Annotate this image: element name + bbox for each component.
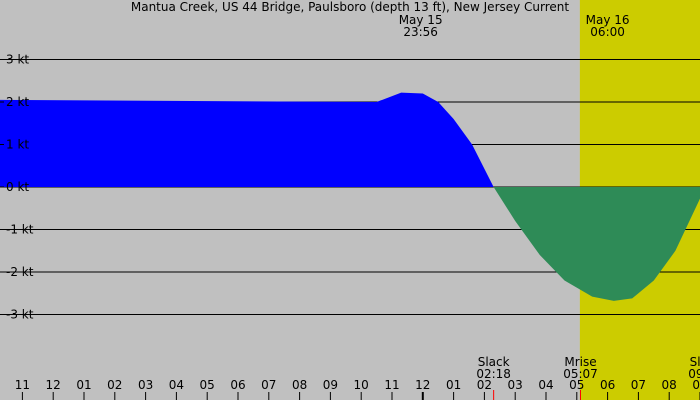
- hour-label: 09: [323, 378, 338, 392]
- top-time-label: 23:56: [403, 25, 438, 39]
- hour-label: 02: [107, 378, 122, 392]
- hour-label: 11: [384, 378, 399, 392]
- event-label: Slack: [690, 355, 700, 369]
- bottom-event-labels: Slack02:18Mrise05:07Slack09:11Slack14:28…: [476, 355, 700, 400]
- y-tick-label: 0 kt: [6, 180, 29, 194]
- y-axis-ticks: 3 kt 2 kt 1 kt 0 kt -1 kt -2 kt -3 kt: [0, 53, 34, 322]
- hour-label: 01: [446, 378, 461, 392]
- event-label: Slack: [478, 355, 510, 369]
- hour-label: 04: [538, 378, 553, 392]
- hour-label: 12: [46, 378, 61, 392]
- top-date-label: May 15: [399, 13, 443, 27]
- chart-title: Mantua Creek, US 44 Bridge, Paulsboro (d…: [131, 0, 570, 14]
- hour-label: 09: [692, 378, 700, 392]
- flood-current-area: [0, 92, 700, 187]
- event-time: 09:11: [688, 367, 700, 381]
- hour-label: 07: [261, 378, 276, 392]
- y-tick-label: -1 kt: [6, 223, 34, 237]
- hour-label: 10: [354, 378, 369, 392]
- hour-label: 05: [200, 378, 215, 392]
- hour-label: 03: [508, 378, 523, 392]
- hour-label: 12: [415, 378, 430, 392]
- hour-label: 06: [230, 378, 245, 392]
- hour-label: 07: [631, 378, 646, 392]
- hour-label: 08: [292, 378, 307, 392]
- y-tick-label: 3 kt: [6, 53, 29, 67]
- event-time: 05:07: [563, 367, 598, 381]
- y-tick-label: -2 kt: [6, 265, 34, 279]
- hour-label: 08: [662, 378, 677, 392]
- hour-label: 01: [76, 378, 91, 392]
- y-tick-label: 1 kt: [6, 138, 29, 152]
- ebb-current-area: [0, 187, 700, 301]
- hour-label: 06: [600, 378, 615, 392]
- y-tick-label: -3 kt: [6, 308, 34, 322]
- hour-label: 05: [569, 378, 584, 392]
- top-date-label: May 16: [586, 13, 630, 27]
- event-time: 02:18: [476, 367, 511, 381]
- hour-label: 04: [169, 378, 184, 392]
- top-time-label: 06:00: [590, 25, 625, 39]
- hour-label: 03: [138, 378, 153, 392]
- hour-axis-labels: 11 12 01 02 03 04 05 06 07 08 09 10 11 12 01 02 03 04 05 06…: [15, 378, 700, 400]
- hour-label: 11: [15, 378, 30, 392]
- hour-label: 02: [477, 378, 492, 392]
- event-label: Mrise: [564, 355, 596, 369]
- y-tick-label: 2 kt: [6, 95, 29, 109]
